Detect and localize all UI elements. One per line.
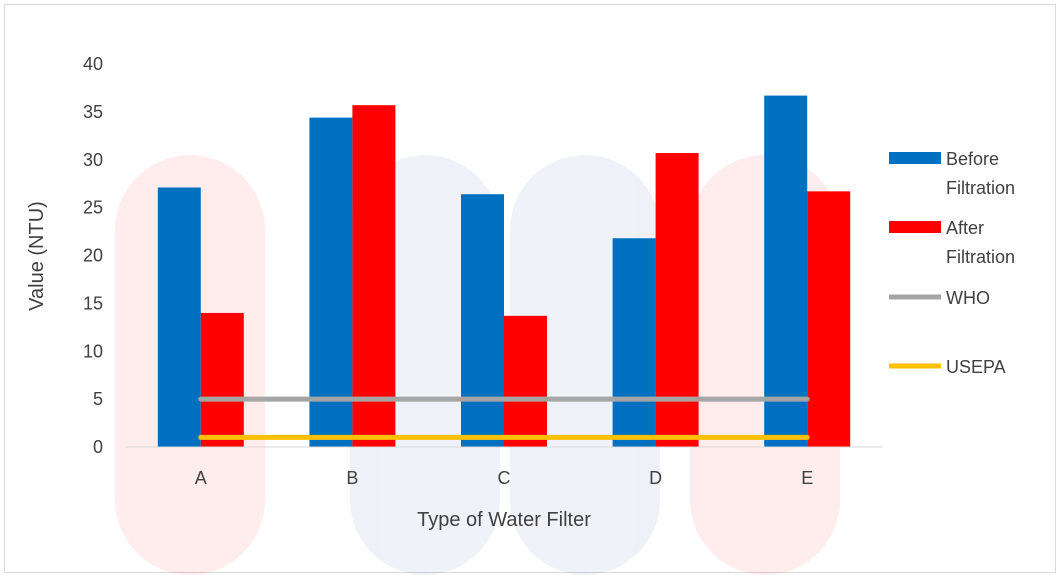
y-tick-label: 35 <box>83 102 103 122</box>
y-tick-label: 10 <box>83 341 103 361</box>
legend-label-who: WHO <box>946 288 990 308</box>
y-axis-ticks: 0 5 10 15 20 25 30 35 40 <box>83 54 103 457</box>
line-series <box>198 396 810 440</box>
bar-after-filtration-d <box>655 153 699 448</box>
bar-after-filtration-a <box>200 312 244 447</box>
legend-label-after-line2: Filtration <box>946 247 1015 267</box>
y-tick-label: 25 <box>83 198 103 218</box>
legend: Before Filtration After Filtration WHO U… <box>889 149 1015 377</box>
y-tick-label: 20 <box>83 246 103 266</box>
y-axis-title: Value (NTU) <box>26 201 48 311</box>
x-tick-label: B <box>346 468 358 488</box>
x-axis-ticks: A B C D E <box>195 468 813 488</box>
y-tick-label: 0 <box>93 437 103 457</box>
bar-series <box>157 95 851 448</box>
x-tick-label: A <box>195 468 207 488</box>
bar-before-filtration-a <box>157 187 201 447</box>
x-tick-label: D <box>649 468 662 488</box>
y-tick-label: 5 <box>93 389 103 409</box>
bar-before-filtration-b <box>309 117 353 448</box>
bar-before-filtration-d <box>612 238 656 447</box>
x-tick-label: E <box>801 468 813 488</box>
bar-after-filtration-c <box>504 315 547 447</box>
legend-label-before-line2: Filtration <box>946 178 1015 198</box>
x-axis-title: Type of Water Filter <box>417 509 591 531</box>
bar-before-filtration-e <box>764 95 808 447</box>
x-tick-label: C <box>498 468 511 488</box>
bar-after-filtration-e <box>807 191 851 447</box>
legend-label-usepa: USEPA <box>946 357 1006 377</box>
chart-border <box>4 4 1056 573</box>
y-tick-label: 30 <box>83 150 103 170</box>
legend-swatch-after-filtration <box>889 221 941 233</box>
y-tick-label: 15 <box>83 293 103 313</box>
y-tick-label: 40 <box>83 54 103 74</box>
legend-label-before-line1: Before <box>946 149 999 169</box>
legend-label-after-line1: After <box>946 218 984 238</box>
legend-swatch-before-filtration <box>889 152 941 164</box>
bar-after-filtration-b <box>352 105 396 448</box>
bar-before-filtration-c <box>461 194 504 447</box>
